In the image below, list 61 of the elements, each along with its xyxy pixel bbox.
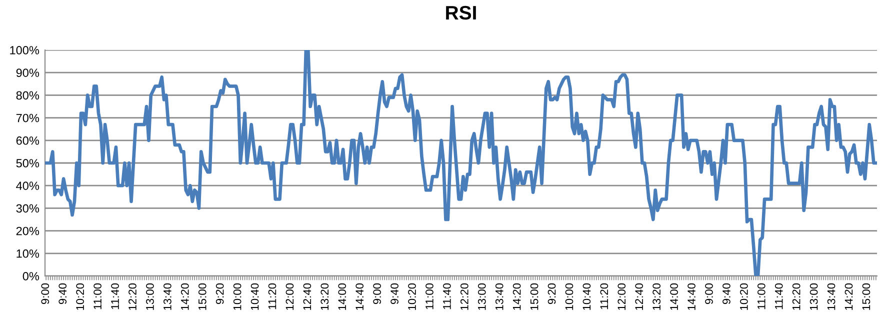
x-tick-label: 9:40 bbox=[390, 283, 398, 304]
x-tick-label: 13:20 bbox=[652, 283, 661, 310]
x-tick-label: 10:00 bbox=[565, 283, 574, 310]
y-tick-label: 60% bbox=[16, 136, 40, 145]
x-tick-label: 9:00 bbox=[41, 283, 50, 304]
x-tick-label: 13:00 bbox=[810, 283, 818, 310]
y-tick-label: 90% bbox=[16, 68, 40, 77]
x-tick-label: 12:20 bbox=[792, 283, 800, 310]
x-tick-label: 11:00 bbox=[94, 283, 102, 310]
x-tick-label: 13:00 bbox=[146, 283, 154, 310]
x-tick-label: 10:20 bbox=[408, 283, 416, 310]
x-tick-label: 10:20 bbox=[76, 283, 84, 310]
x-tick-label: 12:20 bbox=[460, 283, 468, 310]
x-tick-label: 11:00 bbox=[757, 283, 766, 310]
x-tick-label: 14:20 bbox=[844, 283, 853, 310]
x-tick-label: 10:20 bbox=[740, 283, 748, 310]
x-tick-label: 13:40 bbox=[495, 283, 504, 310]
x-tick-label: 15:00 bbox=[198, 283, 206, 310]
y-tick-label: 40% bbox=[16, 182, 40, 190]
x-tick-label: 13:00 bbox=[478, 283, 486, 310]
x-tick-label: 13:20 bbox=[320, 283, 329, 310]
y-tick-label: 20% bbox=[16, 226, 40, 236]
y-tick-label: 0% bbox=[22, 272, 40, 280]
x-tick-label: 15:00 bbox=[862, 283, 870, 310]
y-tick-label: 10% bbox=[16, 249, 40, 258]
x-tick-label: 9:40 bbox=[58, 283, 67, 304]
x-tick-label: 11:20 bbox=[600, 283, 608, 310]
x-tick-label: 9:00 bbox=[705, 283, 713, 304]
y-tick-label: 80% bbox=[16, 91, 40, 100]
x-tick-label: 9:40 bbox=[722, 283, 730, 304]
x-tick-label: 12:20 bbox=[128, 283, 136, 310]
x-tick-label: 10:40 bbox=[582, 283, 591, 310]
x-tick-label: 14:20 bbox=[180, 283, 189, 310]
y-tick-label: 30% bbox=[16, 204, 40, 213]
x-tick-label: 11:00 bbox=[426, 283, 434, 310]
x-tick-label: 12:00 bbox=[618, 283, 626, 310]
x-tick-label: 9:00 bbox=[373, 283, 381, 304]
x-tick-label: 14:20 bbox=[512, 283, 521, 310]
x-tick-label: 14:00 bbox=[670, 283, 678, 310]
x-tick-label: 12:40 bbox=[303, 283, 312, 310]
x-tick-label: 14:00 bbox=[338, 283, 346, 310]
x-tick-label: 9:20 bbox=[548, 283, 556, 304]
x-tick-label: 14:40 bbox=[356, 283, 364, 310]
x-tick-label: 11:40 bbox=[443, 283, 451, 310]
x-tick-label: 11:20 bbox=[268, 283, 276, 310]
x-tick-label: 12:40 bbox=[635, 283, 644, 310]
line-series bbox=[45, 50, 877, 276]
y-tick-label: 70% bbox=[16, 114, 40, 122]
chart-title: RSI bbox=[446, 6, 476, 20]
x-tick-label: 9:20 bbox=[216, 283, 224, 304]
x-tick-label: 13:40 bbox=[163, 283, 172, 310]
y-tick-label: 50% bbox=[16, 159, 40, 168]
x-tick-label: 13:40 bbox=[827, 283, 836, 310]
x-tick-label: 14:40 bbox=[688, 283, 696, 310]
x-tick-label: 10:40 bbox=[250, 283, 259, 310]
x-tick-label: 12:00 bbox=[286, 283, 294, 310]
x-tick-label: 15:00 bbox=[530, 283, 538, 310]
y-tick-label: 100% bbox=[10, 46, 40, 54]
x-tick-label: 11:40 bbox=[111, 283, 119, 310]
x-tick-label: 11:40 bbox=[774, 283, 783, 310]
x-tick-label: 10:00 bbox=[233, 283, 242, 310]
